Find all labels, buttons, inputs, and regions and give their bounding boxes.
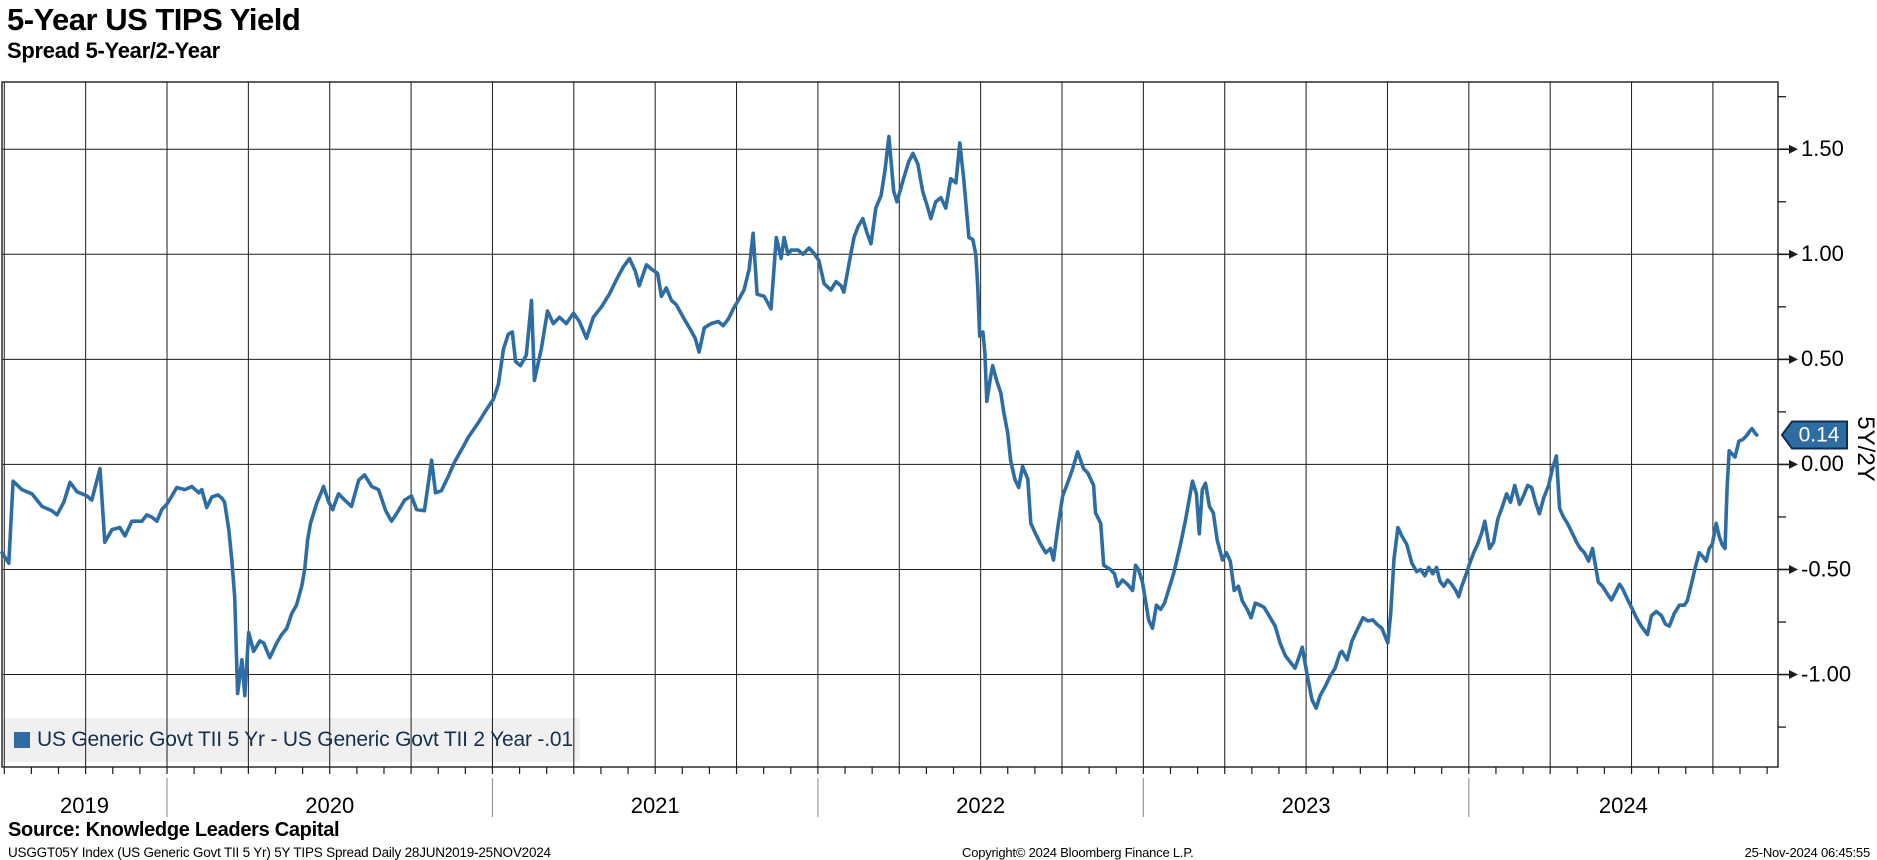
last-value-badge: 0.14 (1780, 420, 1848, 450)
x-tick-label: 2024 (1599, 793, 1648, 818)
y-tick-label: 0.00 (1801, 451, 1844, 476)
page-subtitle: Spread 5-Year/2-Year (7, 38, 220, 63)
gridlines (2, 82, 1778, 767)
source-credit: Source: Knowledge Leaders Capital (8, 819, 340, 841)
y-tick-label: -0.50 (1801, 556, 1851, 581)
x-tick-label: 2021 (631, 793, 680, 818)
chart-header: 5-Year US TIPS Yield Spread 5-Year/2-Yea… (7, 2, 301, 64)
x-tick-label: 2020 (305, 793, 354, 818)
y-axis-right: 1.50 1.00 0.50 0.00 -0.50 -1.00 5Y/2Y (1778, 96, 1877, 728)
plot-frame (1, 81, 1779, 768)
series (0, 134, 1759, 711)
x-tick-label: 2019 (60, 793, 109, 818)
x-axis-bottom: 2019 2020 2021 2022 2023 2024 (3, 767, 1768, 818)
y-tick-label: -1.00 (1801, 661, 1851, 686)
y-tick-label: 1.50 (1801, 136, 1844, 161)
ticker-description: USGGT05Y Index (US Generic Govt TII 5 Yr… (8, 845, 551, 860)
x-tick-label: 2022 (956, 793, 1005, 818)
last-value-label: 0.14 (1799, 424, 1840, 447)
y-axis-title: 5Y/2Y (1852, 416, 1877, 481)
copyright-notice: Copyright© 2024 Bloomberg Finance L.P. (962, 845, 1194, 860)
legend-series-marker-icon (14, 732, 30, 748)
y-tick-label: 1.00 (1801, 241, 1844, 266)
y-tick-label: 0.50 (1801, 346, 1844, 371)
series-line-5y2y-spread (0, 134, 1759, 711)
legend-background (3, 718, 580, 762)
timestamp: 25-Nov-2024 06:45:55 (1744, 845, 1871, 860)
legend-series-label: US Generic Govt TII 5 Yr - US Generic Go… (37, 728, 573, 751)
legend: US Generic Govt TII 5 Yr - US Generic Go… (3, 718, 580, 762)
x-tick-label: 2023 (1282, 793, 1331, 818)
page-title: 5-Year US TIPS Yield (7, 2, 301, 37)
